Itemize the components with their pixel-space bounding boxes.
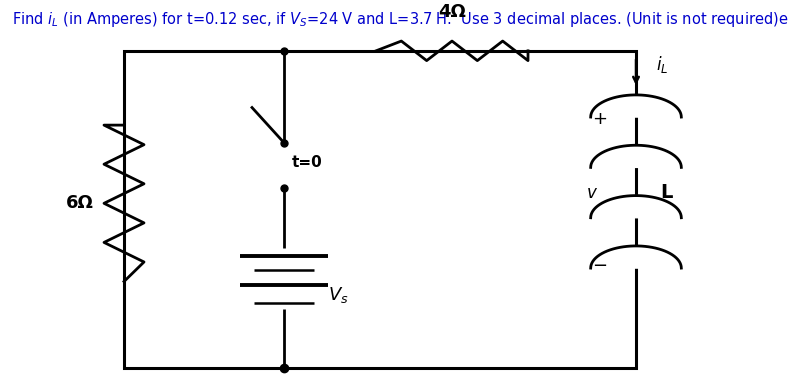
Text: $i_L$: $i_L$ bbox=[656, 54, 669, 75]
Text: 4Ω: 4Ω bbox=[438, 3, 466, 21]
Text: $V_s$: $V_s$ bbox=[328, 285, 349, 305]
Polygon shape bbox=[590, 145, 682, 167]
Text: −: − bbox=[593, 257, 607, 275]
Text: 6Ω: 6Ω bbox=[66, 194, 94, 212]
Text: +: + bbox=[593, 110, 607, 128]
Text: Find $i_L$ (in Amperes) for t=0.12 sec, if $V_S$=24 V and L=3.7 H.  Use 3 decima: Find $i_L$ (in Amperes) for t=0.12 sec, … bbox=[12, 10, 788, 29]
Text: $v$: $v$ bbox=[586, 183, 598, 202]
Text: t=0: t=0 bbox=[292, 155, 322, 170]
Polygon shape bbox=[590, 95, 682, 117]
Text: L: L bbox=[660, 183, 672, 202]
Polygon shape bbox=[590, 196, 682, 218]
Polygon shape bbox=[590, 246, 682, 268]
Bar bbox=[124, 51, 636, 368]
